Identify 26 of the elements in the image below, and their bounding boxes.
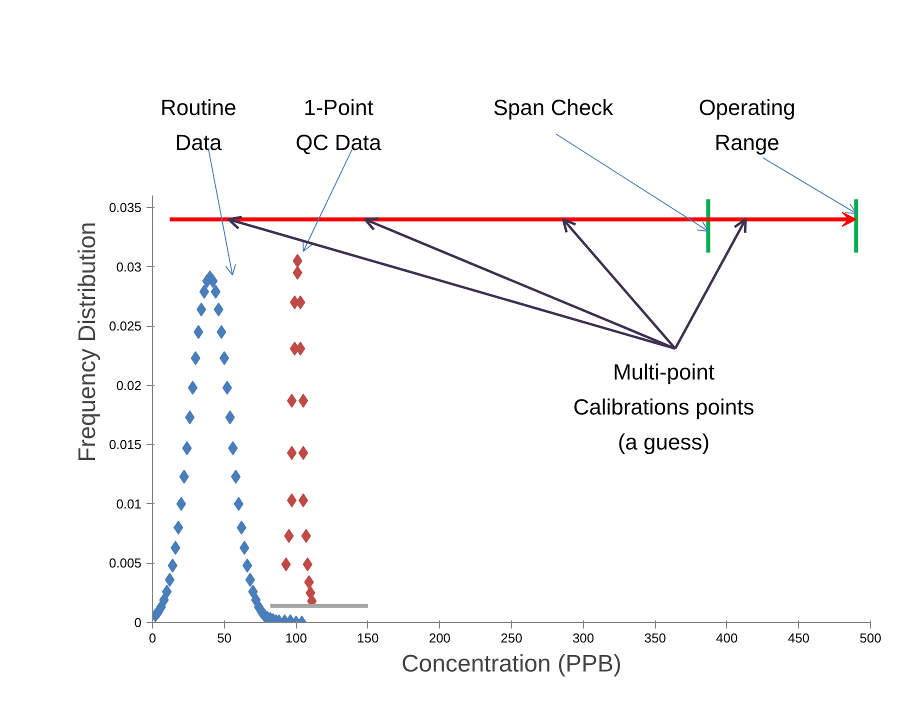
x-tick-label: 400 — [716, 630, 738, 646]
y-tick-label: 0.035 — [108, 200, 142, 216]
x-tick-label: 50 — [217, 630, 232, 646]
y-tick-label: 0.025 — [108, 318, 142, 334]
y-axis-title: Frequency Distribution — [74, 222, 101, 462]
x-axis-title: Concentration (PPB) — [401, 650, 622, 678]
y-tick-label: 0.01 — [116, 496, 142, 512]
x-tick-label: 300 — [572, 630, 594, 646]
x-tick-label: 500 — [860, 630, 882, 646]
y-tick-label: 0.005 — [108, 556, 142, 571]
y-tick-label: 0.03 — [116, 259, 142, 274]
x-tick-label: 0 — [148, 630, 156, 646]
annotation: Multi-point Calibrations points (a guess) — [573, 359, 754, 454]
y-tick-label: 0.02 — [116, 378, 142, 393]
annotation: Operating Range — [698, 94, 796, 155]
x-tick-label: 250 — [500, 630, 522, 646]
x-tick-label: 200 — [428, 630, 451, 646]
y-tick-label: 0.015 — [108, 437, 142, 452]
x-tick-label: 150 — [357, 630, 379, 646]
y-tick-label: 0 — [134, 615, 142, 630]
x-tick-label: 450 — [788, 630, 810, 646]
x-tick-label: 100 — [285, 630, 307, 646]
text: Routine Data — [160, 94, 236, 155]
text: 1-Point QC Data — [296, 94, 382, 155]
x-tick-label: 350 — [644, 630, 666, 646]
annotation: Span Check — [493, 94, 614, 120]
